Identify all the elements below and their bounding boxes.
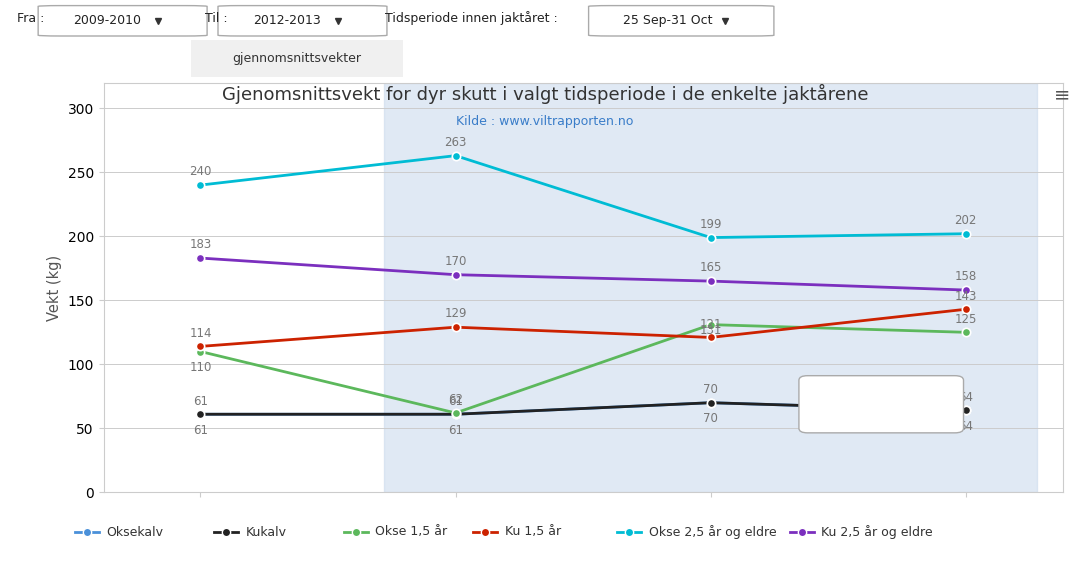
Text: 114: 114 — [190, 327, 211, 340]
Text: Kilde : www.viltrapporten.no: Kilde : www.viltrapporten.no — [457, 115, 633, 128]
Text: 170: 170 — [445, 255, 467, 268]
Text: sette dyr per dagsverk og andel skutt av sett: sette dyr per dagsverk og andel skutt av… — [739, 52, 1021, 65]
Text: Til :: Til : — [205, 11, 228, 24]
Text: 25 Sep-31 Oct: 25 Sep-31 Oct — [623, 14, 713, 27]
Text: Ku 2,5 år og eldre: Ku 2,5 år og eldre — [821, 525, 933, 539]
X-axis label: Jaktår: Jaktår — [557, 522, 609, 539]
Text: 143: 143 — [955, 290, 977, 303]
Text: 64: 64 — [897, 405, 917, 418]
Text: 202: 202 — [955, 214, 977, 227]
Text: ≡: ≡ — [1054, 85, 1070, 105]
Text: Oksekalv: Oksekalv — [107, 525, 164, 538]
Text: produktivitet og kjønnsfordeling: produktivitet og kjønnsfordeling — [437, 52, 637, 65]
Text: sette dyr: sette dyr — [117, 52, 172, 65]
Text: gjennomsnittsvekter: gjennomsnittsvekter — [232, 52, 362, 65]
Text: 2012–2013: 2012–2013 — [819, 387, 884, 400]
Text: 61: 61 — [193, 424, 208, 437]
Bar — [191, 40, 403, 77]
Text: Gjenomsnittsvekt for dyr skutt i valgt tidsperiode i de enkelte jaktårene: Gjenomsnittsvekt for dyr skutt i valgt t… — [221, 84, 869, 104]
Text: 183: 183 — [190, 238, 211, 251]
Bar — [384, 83, 1038, 492]
Text: 129: 129 — [445, 307, 467, 320]
Text: 2012-2013: 2012-2013 — [253, 14, 320, 27]
Text: 165: 165 — [700, 261, 722, 275]
Text: Okse 2,5 år og eldre: Okse 2,5 år og eldre — [649, 525, 776, 539]
Text: 125: 125 — [955, 312, 977, 325]
Text: Okse 1,5 år: Okse 1,5 år — [375, 525, 447, 538]
Text: 110: 110 — [190, 361, 211, 374]
FancyBboxPatch shape — [46, 500, 1044, 564]
Text: 158: 158 — [955, 271, 977, 284]
Text: 70: 70 — [703, 412, 718, 425]
Text: 240: 240 — [190, 165, 211, 178]
Text: 64: 64 — [958, 420, 973, 433]
FancyBboxPatch shape — [38, 6, 207, 36]
FancyBboxPatch shape — [589, 6, 774, 36]
Text: 70: 70 — [703, 383, 718, 396]
Text: 61: 61 — [193, 395, 208, 408]
Text: Fra :: Fra : — [17, 11, 45, 24]
Text: 61: 61 — [448, 424, 463, 437]
Text: 61: 61 — [448, 395, 463, 408]
Text: 263: 263 — [445, 136, 467, 149]
Text: 2009-2010: 2009-2010 — [73, 14, 141, 27]
Text: 121: 121 — [700, 318, 722, 331]
Text: 64: 64 — [958, 391, 973, 404]
Text: 199: 199 — [700, 218, 722, 231]
FancyBboxPatch shape — [218, 6, 387, 36]
Text: Ku 1,5 år: Ku 1,5 år — [505, 525, 561, 538]
Y-axis label: Vekt (kg): Vekt (kg) — [47, 255, 62, 320]
Text: Tidsperiode innen jaktåret :: Tidsperiode innen jaktåret : — [385, 11, 557, 25]
Text: avskytning: avskytning — [17, 52, 86, 65]
Text: 131: 131 — [700, 324, 722, 337]
Text: Oksekalv:: Oksekalv: — [819, 405, 876, 418]
Text: Kukalv: Kukalv — [245, 525, 287, 538]
Text: 62: 62 — [448, 393, 463, 406]
